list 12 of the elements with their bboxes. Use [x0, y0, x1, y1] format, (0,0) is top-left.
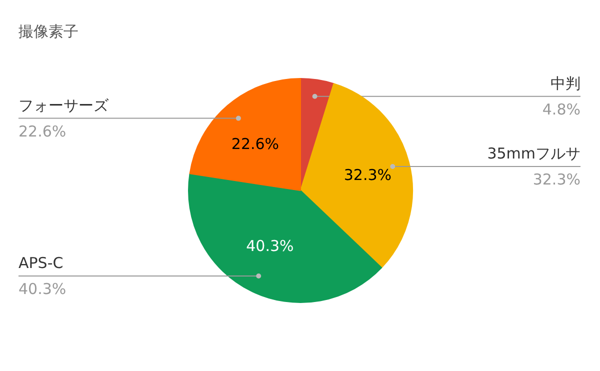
data-label: 32.3%: [344, 166, 392, 184]
text: 4.8%: [542, 100, 580, 118]
data-label: 40.3%: [246, 236, 294, 255]
slice-label: 中判: [550, 74, 580, 92]
text: 32.3%: [532, 170, 581, 189]
slice-label: APS-C: [18, 254, 64, 272]
slice-label: 35mmフルサ: [487, 144, 580, 163]
text: 22.6%: [18, 122, 66, 140]
slice-label: フォーサーズ: [18, 96, 110, 114]
text: 40.3%: [18, 280, 66, 298]
chart-title: 撮像素子: [18, 22, 78, 40]
data-label: 22.6%: [231, 134, 280, 153]
